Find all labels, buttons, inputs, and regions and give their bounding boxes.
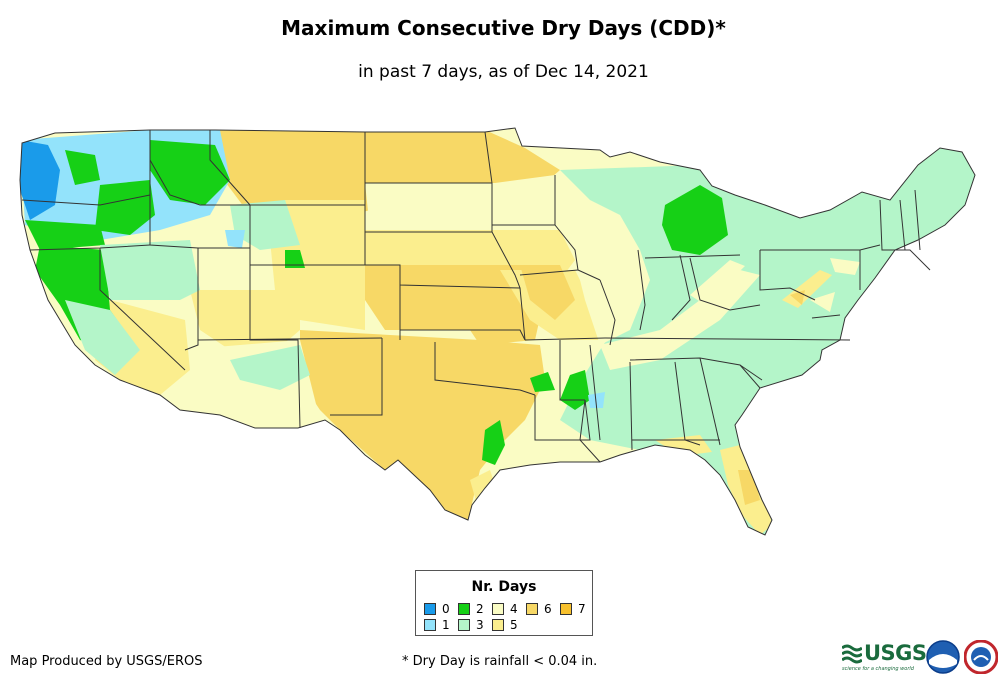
legend-item-2: 2 [458, 602, 484, 616]
usgs-wave-icon [842, 644, 862, 664]
legend-swatch-5 [492, 619, 504, 631]
legend-item-0: 0 [424, 602, 450, 616]
legend-item-3: 3 [458, 618, 484, 632]
usgs-tagline: science for a changing world [842, 666, 914, 672]
map-subtitle: in past 7 days, as of Dec 14, 2021 [358, 62, 649, 82]
legend-swatch-6 [526, 603, 538, 615]
cdd-fill-layer [20, 128, 975, 535]
legend-swatch-0 [424, 603, 436, 615]
legend-item-7: 7 [560, 602, 586, 616]
noaa-logo-icon [926, 640, 960, 674]
agency-logos: USGS science for a changing world [842, 638, 1002, 678]
legend-label-3: 3 [476, 618, 484, 632]
legend-swatch-2 [458, 603, 470, 615]
legend-label-2: 2 [476, 602, 484, 616]
legend-item-1: 1 [424, 618, 450, 632]
legend-label-6: 6 [544, 602, 552, 616]
legend-label-5: 5 [510, 618, 518, 632]
dry-day-footnote: * Dry Day is rainfall < 0.04 in. [402, 654, 598, 669]
legend-swatch-1 [424, 619, 436, 631]
map-credit: Map Produced by USGS/EROS [10, 654, 203, 669]
legend-swatch-3 [458, 619, 470, 631]
legend-item-4: 4 [492, 602, 518, 616]
legend-item-6: 6 [526, 602, 552, 616]
state-borders [19, 127, 976, 536]
map-title: Maximum Consecutive Dry Days (CDD)* [281, 16, 726, 40]
legend-title: Nr. Days [471, 579, 537, 595]
nws-logo-icon [964, 640, 998, 674]
legend-swatch-7 [560, 603, 572, 615]
legend-label-7: 7 [578, 602, 586, 616]
legend-item-5: 5 [492, 618, 518, 632]
legend-swatch-4 [492, 603, 504, 615]
legend-label-4: 4 [510, 602, 518, 616]
legend-label-0: 0 [442, 602, 450, 616]
legend: Nr. Days 0 1 2 3 4 5 6 7 [415, 570, 593, 636]
legend-label-1: 1 [442, 618, 450, 632]
conus-cdd-map [19, 127, 976, 536]
usgs-logo: USGS [864, 641, 927, 665]
